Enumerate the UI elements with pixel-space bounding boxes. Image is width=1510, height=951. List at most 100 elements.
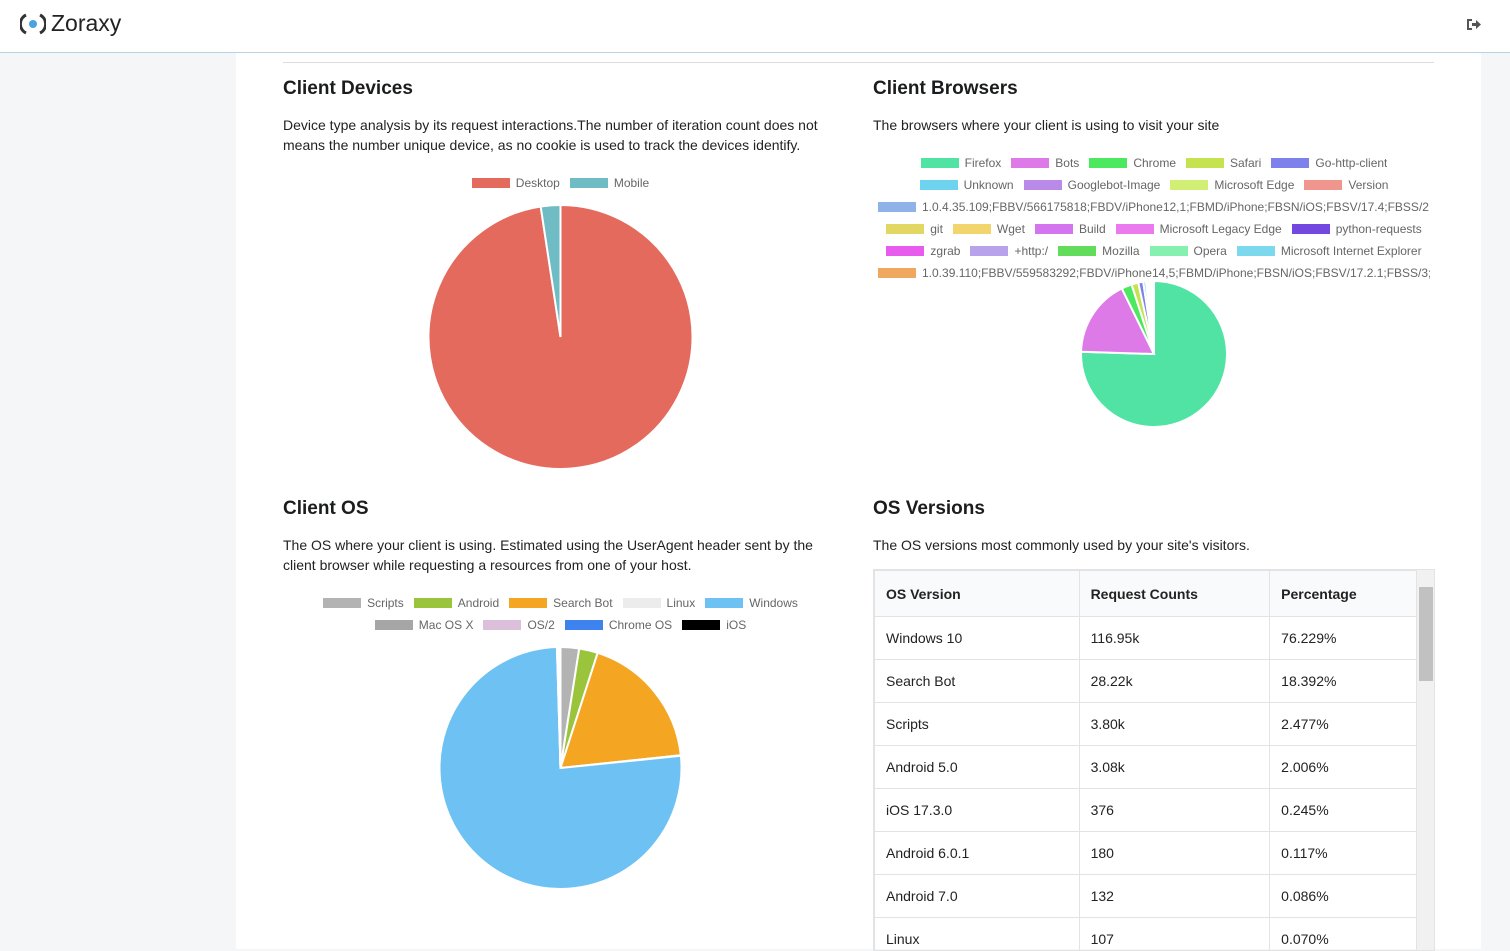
column-header: Percentage [1270, 571, 1417, 617]
legend-label: +http:/ [1014, 244, 1048, 258]
legend-item[interactable]: Linux [623, 592, 696, 614]
legend-swatch [886, 224, 924, 234]
legend-swatch [1024, 180, 1062, 190]
table-cell: 0.245% [1270, 789, 1417, 832]
legend-swatch [1237, 246, 1275, 256]
table-cell: Search Bot [875, 660, 1080, 703]
legend-item[interactable]: python-requests [1292, 218, 1422, 240]
legend-label: iOS [726, 618, 746, 632]
legend-item[interactable]: Windows [705, 592, 798, 614]
legend-swatch [1011, 158, 1049, 168]
legend: Desktop Mobile [283, 172, 838, 194]
table-cell: 28.22k [1079, 660, 1270, 703]
legend-label: Firefox [965, 156, 1002, 170]
table-cell: 376 [1079, 789, 1270, 832]
legend-item[interactable]: Desktop [472, 172, 560, 194]
table-cell: Android 6.0.1 [875, 832, 1080, 875]
legend-item[interactable]: Safari [1186, 152, 1261, 174]
legend-item[interactable]: OS/2 [483, 614, 554, 636]
legend: Scripts Android Search Bot Linux Windows Mac … [283, 592, 838, 636]
table-cell: 3.80k [1079, 703, 1270, 746]
legend-label: Mobile [614, 176, 649, 190]
legend-label: Googlebot-Image [1068, 178, 1161, 192]
legend-item[interactable]: Go-http-client [1271, 152, 1387, 174]
os-section: Client OS The OS where your client is usi… [283, 495, 838, 892]
table-cell: 0.117% [1270, 832, 1417, 875]
legend-swatch [878, 268, 916, 278]
logo-icon [20, 12, 46, 36]
table-cell: 2.477% [1270, 703, 1417, 746]
legend-item[interactable]: Mozilla [1058, 240, 1139, 262]
legend-swatch [1186, 158, 1224, 168]
legend-item[interactable]: Version [1304, 174, 1388, 196]
section-title: Client OS [283, 495, 838, 523]
legend-swatch [682, 620, 720, 630]
legend-item[interactable]: Microsoft Internet Explorer [1237, 240, 1422, 262]
legend-label: Mac OS X [419, 618, 474, 632]
legend-label: Opera [1194, 244, 1227, 258]
legend-item[interactable]: Microsoft Legacy Edge [1116, 218, 1282, 240]
legend-item[interactable]: Chrome [1089, 152, 1176, 174]
divider [283, 62, 1434, 63]
legend-swatch [483, 620, 521, 630]
legend-label: Bots [1055, 156, 1079, 170]
legend-item[interactable]: Mac OS X [375, 614, 474, 636]
legend-item[interactable]: Microsoft Edge [1170, 174, 1294, 196]
legend-item[interactable]: +http:/ [970, 240, 1048, 262]
scrollbar[interactable] [1417, 570, 1434, 950]
legend-item[interactable]: zgrab [886, 240, 960, 262]
legend-item[interactable]: Scripts [323, 592, 404, 614]
legend-swatch [623, 598, 661, 608]
table-cell: 3.08k [1079, 746, 1270, 789]
table-cell: 2.006% [1270, 746, 1417, 789]
legend-swatch [509, 598, 547, 608]
legend-item[interactable]: Wget [953, 218, 1025, 240]
legend-label: Version [1348, 178, 1388, 192]
pie-chart [873, 278, 1435, 430]
legend-item[interactable]: Build [1035, 218, 1106, 240]
table-cell: 107 [1079, 918, 1270, 951]
legend-label: Mozilla [1102, 244, 1139, 258]
legend-item[interactable]: Mobile [570, 172, 649, 194]
legend-label: python-requests [1336, 222, 1422, 236]
legend-swatch [472, 178, 510, 188]
legend-label: Unknown [964, 178, 1014, 192]
legend-item[interactable]: Chrome OS [565, 614, 672, 636]
legend-label: git [930, 222, 943, 236]
legend-swatch [565, 620, 603, 630]
column-header: OS Version [875, 571, 1080, 617]
legend-label: OS/2 [527, 618, 554, 632]
legend-label: zgrab [930, 244, 960, 258]
legend-swatch [323, 598, 361, 608]
legend-item[interactable]: Bots [1011, 152, 1079, 174]
legend-item[interactable]: Googlebot-Image [1024, 174, 1161, 196]
legend-swatch [970, 246, 1008, 256]
legend: Firefox Bots Chrome Safari Go-http-client Unk… [873, 152, 1435, 284]
legend-item[interactable]: 1.0.4.35.109;FBBV/566175818;FBDV/iPhone1… [878, 196, 1430, 218]
legend-swatch [375, 620, 413, 630]
pie-chart [283, 644, 838, 892]
legend-item[interactable]: Android [414, 592, 499, 614]
legend-item[interactable]: Firefox [921, 152, 1002, 174]
section-description: The OS where your client is using. Estim… [283, 535, 838, 575]
table-cell: 116.95k [1079, 617, 1270, 660]
legend-label: Chrome OS [609, 618, 672, 632]
legend-label: Chrome [1133, 156, 1176, 170]
scrollbar-thumb[interactable] [1419, 587, 1433, 681]
legend-item[interactable]: Opera [1150, 240, 1227, 262]
legend-item[interactable]: Unknown [920, 174, 1014, 196]
legend-item[interactable]: iOS [682, 614, 746, 636]
legend-item[interactable]: Search Bot [509, 592, 612, 614]
legend-item[interactable]: git [886, 218, 943, 240]
table-cell: Windows 10 [875, 617, 1080, 660]
logo[interactable]: Zoraxy [51, 10, 121, 37]
table-cell: Scripts [875, 703, 1080, 746]
logout-button[interactable] [1466, 18, 1481, 31]
